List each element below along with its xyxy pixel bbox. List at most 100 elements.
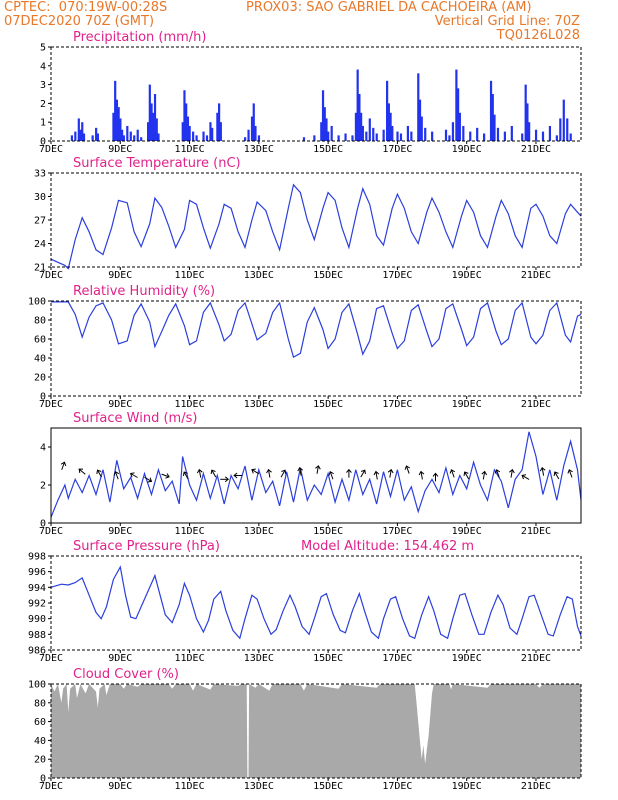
panel-2: Surface Temperature (nC) 21 24 27 30 33 7DEC 9D… xyxy=(34,156,582,281)
precip-bar xyxy=(195,135,198,141)
wind-arrow xyxy=(481,470,488,480)
precip-bar xyxy=(205,135,209,141)
panel-frame-solid xyxy=(50,427,582,524)
precip-bar xyxy=(462,125,465,141)
precip-bar xyxy=(216,112,219,141)
x-tick-label: 17DEC xyxy=(382,144,412,155)
x-tick-label: 21DEC xyxy=(521,526,551,537)
series-line xyxy=(50,183,582,270)
wind-arrow xyxy=(432,472,439,482)
x-tick-label: 13DEC xyxy=(244,144,274,155)
panel-5: Surface Pressure (hPa) Model Altitude: 15… xyxy=(28,539,582,664)
y-tick-label: 994 xyxy=(28,583,46,594)
x-tick-label: 9DEC xyxy=(108,399,132,410)
precip-bar xyxy=(327,131,330,141)
y-tick-label: 24 xyxy=(34,239,46,250)
precip-bar xyxy=(444,129,448,141)
panel-title: Relative Humidity (%) xyxy=(73,284,215,299)
y-tick-label: 40 xyxy=(34,354,46,365)
x-tick-label: 21DEC xyxy=(521,270,551,281)
panel-title: Cloud Cover (%) xyxy=(73,667,179,682)
x-tick-label: 7DEC xyxy=(39,526,63,537)
precip-bar xyxy=(218,103,221,141)
y-tick-label: 21 xyxy=(34,263,46,274)
y-tick-label: 30 xyxy=(34,192,46,203)
y-tick-label: 80 xyxy=(34,698,46,709)
precip-bar xyxy=(211,127,214,141)
x-tick-label: 11DEC xyxy=(175,144,205,155)
precip-bar xyxy=(361,125,364,141)
x-tick-label: 21DEC xyxy=(521,144,551,155)
precip-bar xyxy=(455,69,458,141)
precip-bar xyxy=(351,135,354,141)
panel-frame xyxy=(50,427,582,524)
precip-bar xyxy=(510,125,513,141)
precip-bar xyxy=(483,133,486,141)
series-line xyxy=(50,565,582,640)
precip-bar xyxy=(96,133,99,141)
precip-bar xyxy=(150,103,153,141)
precip-bar xyxy=(202,131,205,141)
y-tick-label: 0 xyxy=(40,519,46,530)
precip-bar xyxy=(243,137,247,141)
y-tick-label: 1 xyxy=(40,118,46,129)
y-tick-label: 5 xyxy=(40,43,46,54)
x-tick-label: 19DEC xyxy=(452,144,482,155)
precip-bar xyxy=(555,135,558,141)
precip-bar xyxy=(257,135,261,141)
wind-arrow xyxy=(78,468,86,475)
x-tick-label: 7DEC xyxy=(39,399,63,410)
x-tick-label: 9DEC xyxy=(108,526,132,537)
precip-bar xyxy=(112,112,115,141)
panel-frame xyxy=(50,300,582,397)
precip-bar xyxy=(521,133,524,141)
precip-bar xyxy=(358,94,361,141)
wind-arrow xyxy=(280,469,287,478)
wind-arrow xyxy=(346,468,352,478)
precip-bar xyxy=(133,135,136,141)
x-tick-label: 9DEC xyxy=(108,270,132,281)
precip-bar xyxy=(79,129,82,141)
wind-arrow xyxy=(220,476,229,483)
precip-bar xyxy=(418,99,422,141)
precip-bar xyxy=(155,118,158,141)
precip-bar xyxy=(458,112,461,141)
precip-bar xyxy=(396,131,399,141)
x-tick-label: 19DEC xyxy=(452,270,482,281)
y-tick-label: 60 xyxy=(34,335,46,346)
precip-bar xyxy=(115,99,119,141)
wind-arrow xyxy=(463,471,470,480)
precip-bar xyxy=(566,118,569,141)
wind-arrow xyxy=(144,476,153,483)
wind-arrow xyxy=(96,469,102,478)
y-tick-label: 60 xyxy=(34,717,46,728)
precip-bar xyxy=(157,133,160,141)
x-tick-label: 17DEC xyxy=(382,270,412,281)
wind-arrow xyxy=(404,465,411,474)
x-tick-label: 15DEC xyxy=(313,526,343,537)
precip-bar xyxy=(451,122,455,141)
x-tick-label: 9DEC xyxy=(108,144,132,155)
precip-bar xyxy=(140,137,143,141)
wind-arrow xyxy=(328,471,334,480)
precip-bar xyxy=(360,112,363,141)
x-tick-label: 21DEC xyxy=(521,399,551,410)
precip-bar xyxy=(252,103,255,141)
precip-bar xyxy=(387,103,390,141)
y-tick-label: 2 xyxy=(40,481,46,492)
header-center-line1: PROX03: SAO GABRIEL DA CACHOEIRA (AM) xyxy=(246,0,532,15)
y-tick-label: 27 xyxy=(34,216,46,227)
precip-bar xyxy=(562,99,565,141)
precip-bar xyxy=(344,133,347,141)
precip-bar xyxy=(136,129,139,141)
x-tick-label: 13DEC xyxy=(244,653,274,664)
precip-bar xyxy=(424,127,427,141)
x-tick-label: 21DEC xyxy=(521,781,551,792)
cloud-cover-area xyxy=(51,684,581,778)
x-tick-label: 15DEC xyxy=(313,399,343,410)
wind-arrow xyxy=(182,471,189,480)
header-right-line3: TQ0126L028 xyxy=(496,28,580,43)
precip-bar xyxy=(489,80,493,141)
precip-bar xyxy=(181,122,184,141)
